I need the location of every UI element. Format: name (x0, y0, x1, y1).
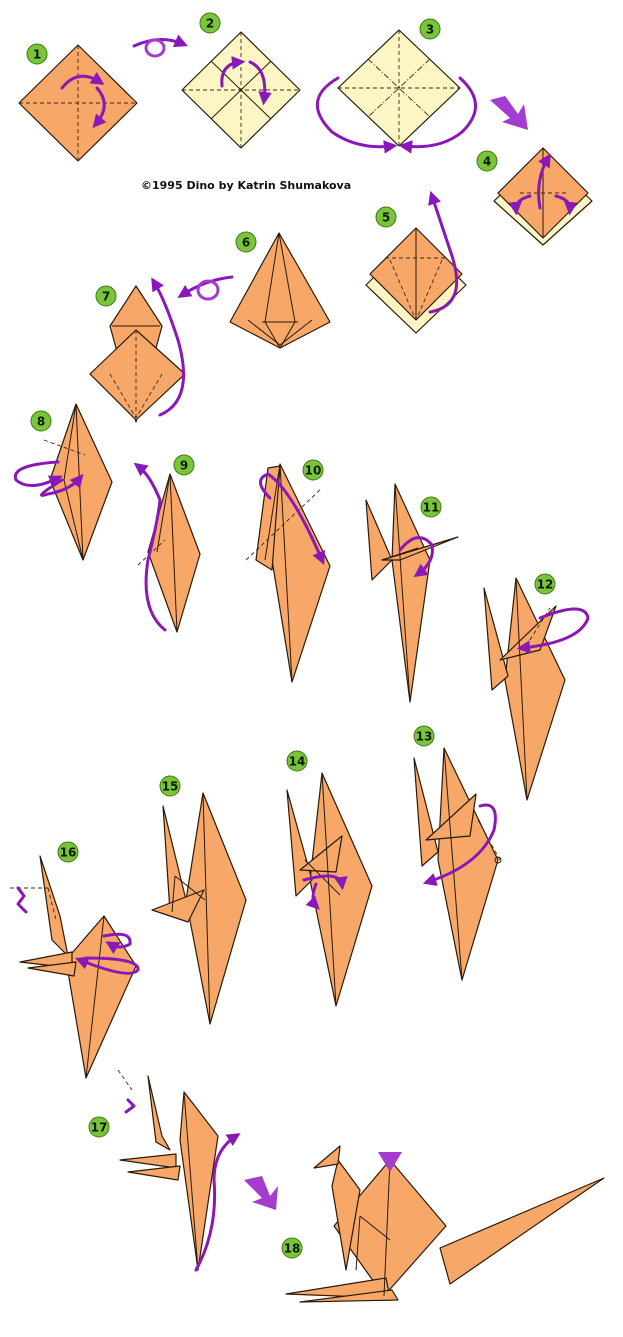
step-badge-11: 11 (420, 496, 442, 518)
svg-text:3: 3 (426, 23, 434, 37)
credit-text: ©1995 Dino by Katrin Shumakova (141, 179, 351, 192)
step-badge-13: 13 (413, 725, 435, 747)
svg-text:17: 17 (91, 1121, 108, 1135)
step-11-figure (365, 483, 459, 703)
step-1-turnover-arrow (132, 34, 188, 58)
step-14-figure (286, 772, 373, 1007)
step-badge-17: 17 (88, 1116, 110, 1138)
step-13-figure (413, 747, 502, 981)
step-badge-3: 3 (419, 18, 441, 40)
step-badge-6: 6 (235, 231, 257, 253)
svg-text:11: 11 (423, 501, 440, 515)
step-badge-14: 14 (286, 750, 308, 772)
step-1-figure (18, 44, 138, 162)
step-badge-7: 7 (95, 285, 117, 307)
step-12-figure (483, 577, 590, 801)
step-badge-16: 16 (57, 841, 79, 863)
step-8-figure (13, 403, 113, 561)
svg-text:10: 10 (305, 464, 322, 478)
step-18-finished-dino (285, 1145, 605, 1303)
svg-text:7: 7 (102, 290, 110, 304)
step-15-figure (151, 792, 247, 1025)
step-badge-2: 2 (199, 12, 221, 34)
step-badge-18: 18 (281, 1237, 303, 1259)
step-16-figure (10, 855, 140, 1079)
step-badge-10: 10 (302, 459, 324, 481)
step-7-figure (89, 277, 186, 423)
step-10-figure (245, 463, 331, 683)
svg-text:9: 9 (180, 459, 188, 473)
step-17-figure (117, 1069, 241, 1272)
svg-text:8: 8 (37, 415, 45, 429)
step-badge-1: 1 (26, 43, 48, 65)
step-2-figure (181, 31, 301, 149)
svg-text:2: 2 (206, 17, 214, 31)
step-badge-5: 5 (375, 206, 397, 228)
svg-text:16: 16 (60, 846, 77, 860)
svg-text:5: 5 (382, 211, 390, 225)
step-badge-12: 12 (534, 573, 556, 595)
step-5-figure (365, 190, 467, 334)
svg-text:12: 12 (537, 578, 554, 592)
svg-text:6: 6 (242, 236, 250, 250)
svg-text:18: 18 (284, 1242, 301, 1256)
step-badge-9: 9 (173, 454, 195, 476)
svg-text:15: 15 (162, 780, 179, 794)
step-17-to-18-arrow (244, 1176, 278, 1210)
step-9-figure (133, 462, 201, 633)
step-badge-15: 15 (159, 775, 181, 797)
step-4-figure (493, 147, 593, 246)
step-3-to-4-arrow (490, 96, 528, 130)
step-3-figure (315, 29, 477, 154)
step-6-figure (229, 232, 331, 349)
step-6-turnover-arrow (177, 275, 234, 301)
step-badge-4: 4 (476, 150, 498, 172)
svg-text:4: 4 (483, 155, 491, 169)
svg-text:13: 13 (416, 730, 433, 744)
svg-text:14: 14 (289, 755, 306, 769)
step-badge-8: 8 (30, 410, 52, 432)
svg-text:1: 1 (33, 48, 41, 62)
